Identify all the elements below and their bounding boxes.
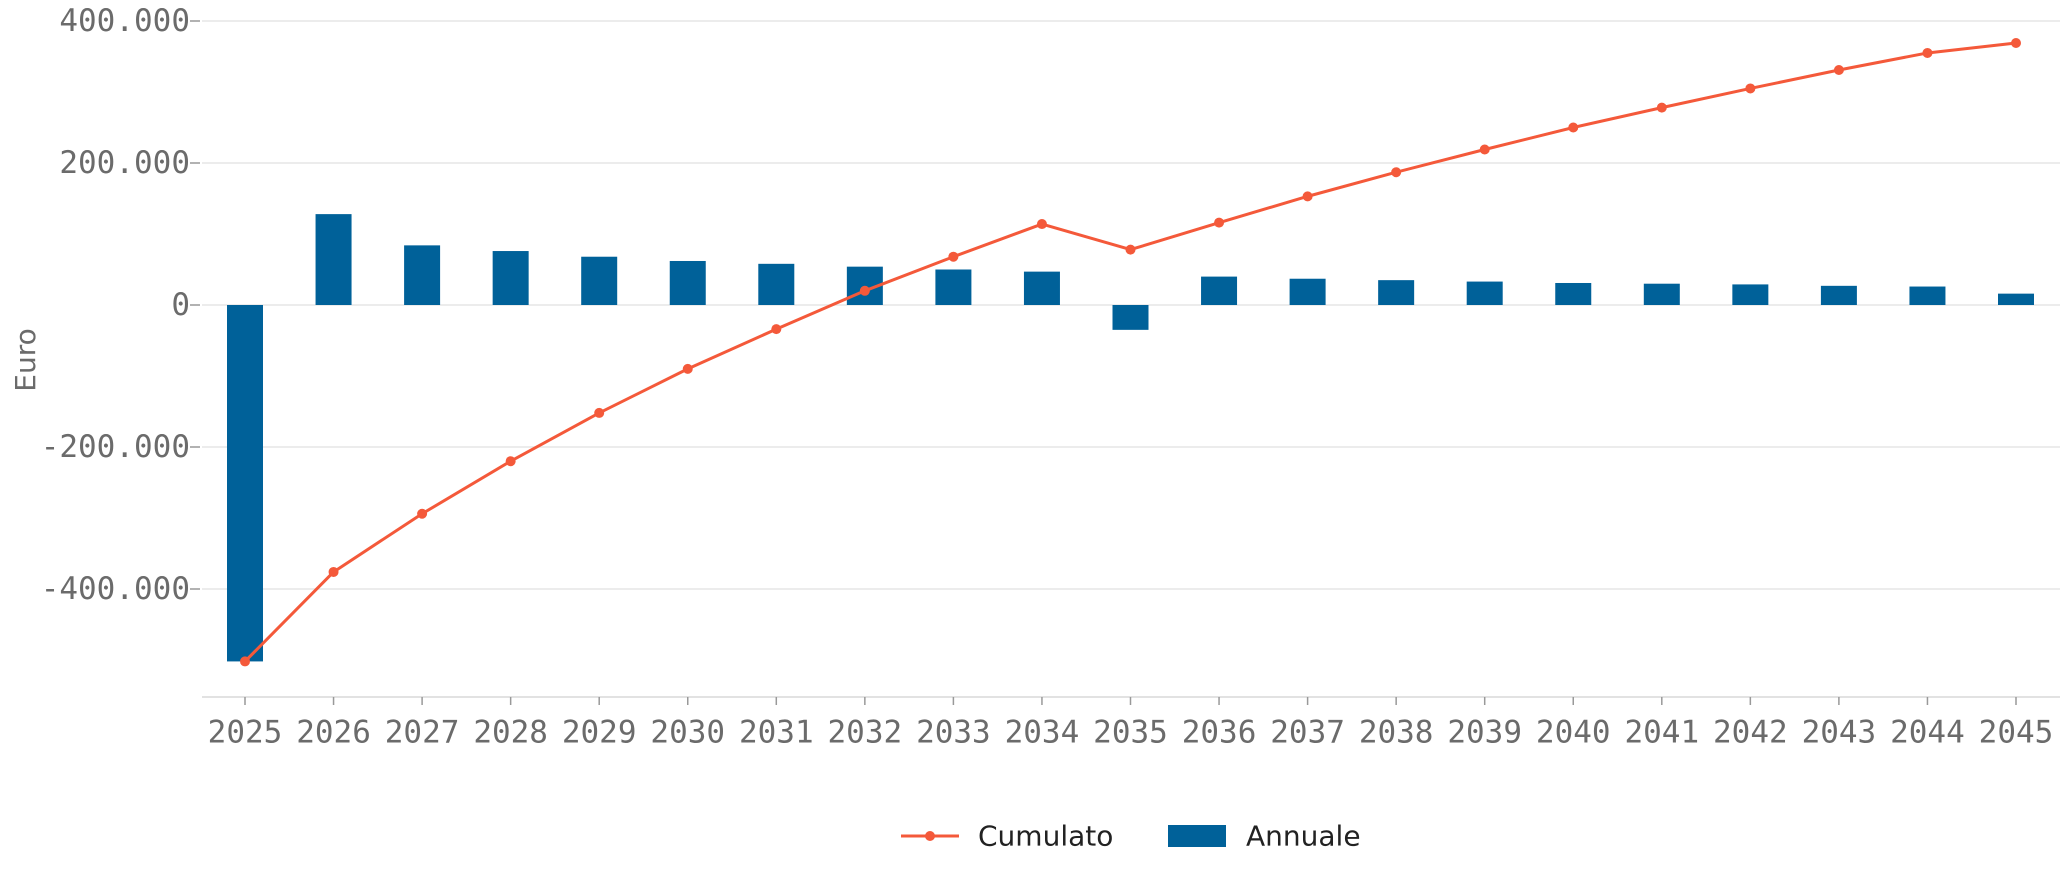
point-2029 (594, 407, 605, 418)
bar-series-annuale (227, 214, 2034, 662)
bar-2042 (1732, 284, 1769, 305)
y-tick-label: 200.000 (59, 145, 190, 181)
bar-2029 (581, 256, 618, 305)
bar-2033 (935, 269, 972, 305)
point-2044 (1922, 47, 1933, 58)
x-tick-label: 2027 (385, 714, 460, 750)
x-tick-label: 2032 (828, 714, 903, 750)
x-tick-label: 2043 (1802, 714, 1877, 750)
x-tick-label: 2030 (650, 714, 725, 750)
x-tick-label: 2025 (208, 714, 283, 750)
bar-2044 (1909, 286, 1946, 305)
bar-2045 (1998, 293, 2034, 305)
bar-2043 (1820, 285, 1857, 305)
bar-2036 (1201, 276, 1238, 305)
x-tick-label: 2044 (1890, 714, 1965, 750)
point-2039 (1479, 144, 1490, 155)
point-2027 (417, 508, 428, 519)
x-tick-label: 2034 (1005, 714, 1080, 750)
point-2033 (948, 251, 959, 262)
bar-2035 (1112, 305, 1149, 330)
bar-2025 (227, 305, 263, 662)
line-cumulato (243, 41, 2017, 663)
bar-2041 (1643, 283, 1680, 305)
legend-label-annuale: Annuale (1246, 820, 1361, 853)
point-2038 (1391, 167, 1402, 178)
point-2043 (1833, 64, 1844, 75)
point-2037 (1302, 191, 1313, 202)
legend-marker-cumulato (925, 831, 935, 841)
x-tick-label: 2033 (916, 714, 991, 750)
x-tick-label: 2037 (1270, 714, 1345, 750)
x-tick-label: 2029 (562, 714, 637, 750)
y-tick-label: -200.000 (41, 429, 190, 465)
bar-2028 (492, 251, 529, 305)
x-tick-label: 2042 (1713, 714, 1788, 750)
bar-2027 (404, 245, 441, 305)
bar-2026 (315, 214, 352, 305)
bar-2031 (758, 263, 795, 305)
x-tick-label: 2035 (1093, 714, 1168, 750)
x-tick-label: 2026 (296, 714, 371, 750)
bar-2037 (1289, 278, 1326, 305)
x-tick-label: 2028 (473, 714, 548, 750)
point-2034 (1036, 219, 1047, 230)
legend: Cumulato Annuale (901, 820, 1361, 853)
x-axis: 2025 2026 2027 2028 2029 2030 2031 2032 2033 2034… (202, 696, 2060, 750)
point-2026 (328, 566, 339, 577)
point-2032 (859, 285, 870, 296)
bar-2039 (1466, 281, 1503, 305)
point-2042 (1745, 83, 1756, 94)
x-tick-label: 2036 (1182, 714, 1257, 750)
point-2045 (2011, 38, 2021, 49)
y-tick-label: 0 (171, 287, 190, 323)
bar-2038 (1378, 280, 1415, 305)
point-2041 (1656, 102, 1667, 113)
bar-2034 (1023, 271, 1060, 305)
x-tick-label: 2031 (739, 714, 814, 750)
line-series-cumulato (240, 38, 2021, 667)
legend-label-cumulato: Cumulato (978, 820, 1113, 853)
x-tick-label: 2041 (1624, 714, 1699, 750)
point-2031 (771, 324, 782, 335)
point-2028 (505, 456, 516, 467)
point-2030 (682, 363, 693, 374)
y-axis: 400.000 200.000 0 -200.000 -400.000 (41, 3, 200, 607)
y-tick-label: 400.000 (59, 3, 190, 39)
bar-2030 (669, 260, 706, 305)
point-2025 (240, 656, 250, 667)
y-axis-label: Euro (9, 328, 42, 391)
x-tick-label: 2039 (1447, 714, 1522, 750)
x-tick-label: 2040 (1536, 714, 1611, 750)
x-tick-label: 2038 (1359, 714, 1434, 750)
point-2040 (1568, 122, 1579, 133)
point-2035 (1125, 244, 1136, 255)
x-tick-label: 2045 (1979, 714, 2054, 750)
bar-2040 (1555, 282, 1592, 305)
legend-swatch-annuale (1168, 825, 1226, 847)
point-2036 (1214, 217, 1225, 228)
y-tick-label: -400.000 (41, 571, 190, 607)
